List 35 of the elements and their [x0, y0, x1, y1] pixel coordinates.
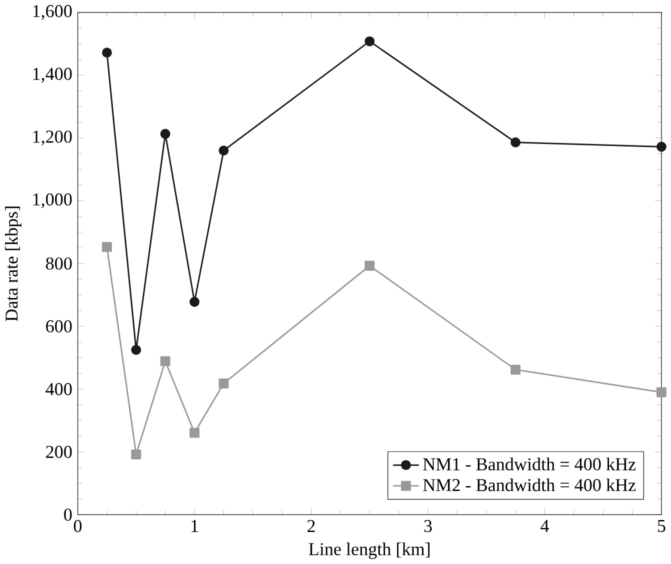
point: [218, 146, 229, 156]
y-tick-label: 800: [46, 257, 72, 270]
point: [510, 364, 521, 375]
point: [656, 142, 666, 152]
y-tick-label: 1,400: [33, 68, 72, 83]
y-tick-label: 1,200: [33, 130, 72, 146]
y-tick-label: 1,000: [33, 193, 72, 208]
legend-label: NM2 - Bandwidth = 400 kHz: [423, 478, 636, 492]
y-tick-label: 600: [46, 320, 72, 332]
point: [160, 356, 170, 366]
x-tick-label: 3: [424, 520, 432, 532]
y-tick-label: 1,600: [33, 5, 72, 20]
x-axis-title: Line length [km]: [308, 542, 430, 559]
point: [131, 449, 142, 460]
point: [131, 344, 142, 355]
x-tick-label: 5: [658, 520, 666, 532]
legend-label: NM1 - Bandwidth = 400 kHz: [423, 458, 636, 470]
point: [190, 296, 200, 307]
point: [364, 36, 375, 46]
point: [656, 387, 666, 398]
x-tick-label: 2: [308, 520, 315, 532]
point: [160, 128, 170, 139]
y-tick-label: 400: [46, 383, 72, 396]
x-tick-label: 0: [74, 520, 82, 532]
x-tick-label: 4: [540, 520, 549, 532]
y-axis-title: Data rate [kbps]: [5, 206, 22, 322]
y-tick-label: 0: [64, 508, 72, 521]
point: [510, 137, 521, 148]
point: [364, 260, 375, 271]
point: [190, 428, 200, 438]
x-tick-label: 1: [192, 520, 198, 532]
point: [102, 48, 112, 58]
point: [102, 242, 112, 252]
point: [218, 378, 229, 388]
y-tick-label: 200: [46, 446, 72, 458]
